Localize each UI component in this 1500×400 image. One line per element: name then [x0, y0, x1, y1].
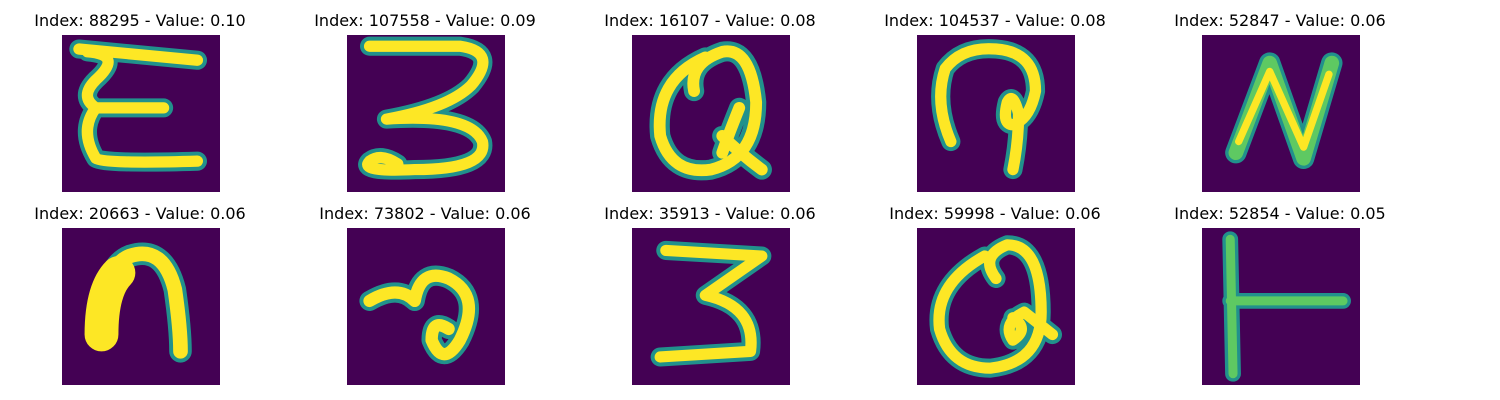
- panel-title: Index: 107558 - Value: 0.09: [314, 11, 536, 30]
- panel-title: Index: 52854 - Value: 0.05: [1174, 204, 1386, 223]
- panel-10: Index: 52854 - Value: 0.05: [1140, 193, 1420, 385]
- character-image: [62, 35, 220, 192]
- panel-8: Index: 35913 - Value: 0.06: [570, 193, 850, 385]
- panel-title: Index: 52847 - Value: 0.06: [1174, 11, 1386, 30]
- panel-title: Index: 104537 - Value: 0.08: [884, 11, 1106, 30]
- character-image: [632, 228, 790, 385]
- panel-6: Index: 20663 - Value: 0.06: [0, 193, 280, 385]
- panel-title: Index: 20663 - Value: 0.06: [34, 204, 246, 223]
- panel-3: Index: 16107 - Value: 0.08: [570, 0, 850, 192]
- panel-4: Index: 104537 - Value: 0.08: [855, 0, 1135, 192]
- panel-title: Index: 16107 - Value: 0.08: [604, 11, 816, 30]
- panel-title: Index: 73802 - Value: 0.06: [319, 204, 531, 223]
- panel-7: Index: 73802 - Value: 0.06: [285, 193, 565, 385]
- character-image: [1202, 35, 1360, 192]
- panel-1: Index: 88295 - Value: 0.10: [0, 0, 280, 192]
- panel-title: Index: 59998 - Value: 0.06: [889, 204, 1101, 223]
- character-image: [632, 35, 790, 192]
- character-image: [917, 228, 1075, 385]
- character-image: [62, 228, 220, 385]
- character-image: [917, 35, 1075, 192]
- panel-title: Index: 88295 - Value: 0.10: [34, 11, 246, 30]
- panel-9: Index: 59998 - Value: 0.06: [855, 193, 1135, 385]
- character-image: [347, 35, 505, 192]
- panel-title: Index: 35913 - Value: 0.06: [604, 204, 816, 223]
- character-image: [1202, 228, 1360, 385]
- panel-5: Index: 52847 - Value: 0.06: [1140, 0, 1420, 192]
- panel-2: Index: 107558 - Value: 0.09: [285, 0, 565, 192]
- character-image: [347, 228, 505, 385]
